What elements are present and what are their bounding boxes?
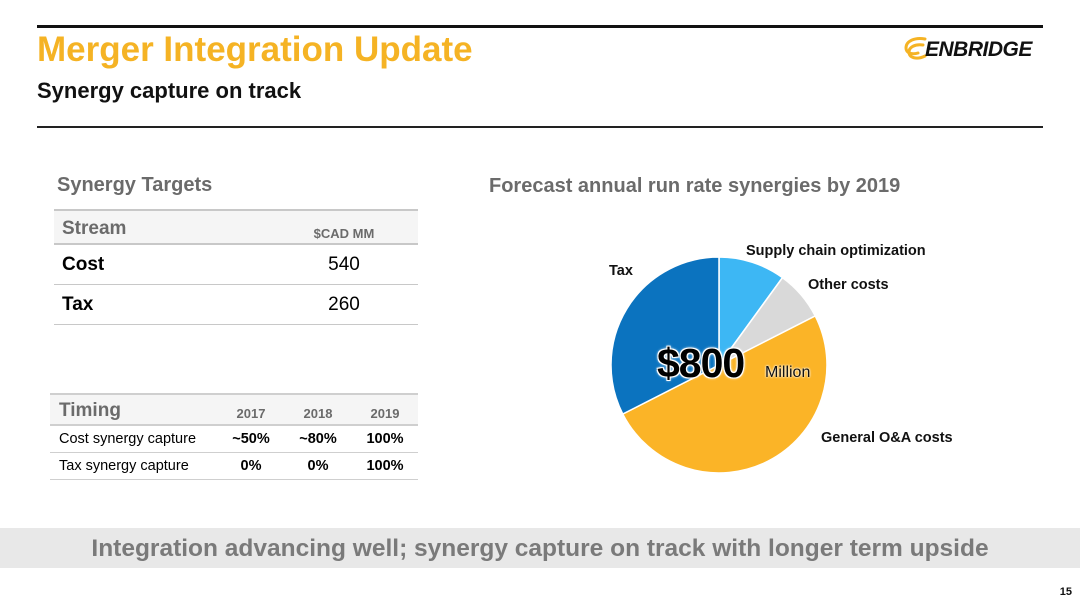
page-number: 15 — [1059, 586, 1072, 598]
table-row: Tax 260 — [54, 285, 418, 325]
chart-title: Forecast annual run rate synergies by 20… — [489, 175, 901, 197]
year-header: 2019 — [370, 406, 400, 421]
pie-center-value: $800 — [657, 340, 745, 386]
timing-cell: 100% — [366, 431, 404, 447]
timing-cell: 0% — [307, 458, 329, 474]
timing-row-label: Cost synergy capture — [59, 431, 197, 447]
timing-cell: ~80% — [299, 431, 337, 447]
pie-label-general-oa: General O&A costs — [821, 430, 953, 446]
stream-value: 540 — [328, 254, 360, 275]
synergy-targets-table: Stream $CAD MM Cost 540 Tax 260 — [54, 209, 418, 325]
value-column-header: $CAD MM — [313, 226, 375, 241]
table-header-row: Timing 2017 2018 2019 — [50, 393, 418, 426]
page-subtitle: Synergy capture on track — [37, 78, 302, 103]
timing-table: Timing 2017 2018 2019 Cost synergy captu… — [50, 393, 418, 480]
pie-label-supply-chain: Supply chain optimization — [746, 243, 926, 259]
table-header-row: Stream $CAD MM — [54, 209, 418, 245]
year-header: 2017 — [236, 406, 266, 421]
synergy-targets-heading: Synergy Targets — [57, 174, 213, 196]
pie-slice-general-oa — [621, 314, 828, 474]
top-rule — [37, 25, 1043, 28]
pie-label-tax: Tax — [609, 263, 633, 279]
logo-wordmark: ENBRIDGE — [925, 38, 1032, 61]
enbridge-mark-icon — [904, 37, 927, 60]
stream-value: 260 — [328, 294, 360, 315]
header-divider — [37, 126, 1043, 128]
stream-name: Tax — [62, 294, 94, 315]
table-row: Cost synergy capture ~50% ~80% 100% — [50, 426, 418, 453]
stream-name: Cost — [62, 254, 105, 275]
year-header: 2018 — [303, 406, 333, 421]
timing-heading: Timing — [59, 400, 121, 421]
stream-column-header: Stream — [62, 218, 127, 239]
takeaway-text: Integration advancing well; synergy capt… — [91, 535, 989, 562]
timing-row-label: Tax synergy capture — [59, 458, 189, 474]
timing-cell: 100% — [366, 458, 404, 474]
enbridge-logo: ENBRIDGE — [903, 33, 1043, 67]
table-row: Cost 540 — [54, 245, 418, 285]
pie-slice-tax — [610, 256, 720, 416]
table-row: Tax synergy capture 0% 0% 100% — [50, 453, 418, 480]
timing-cell: ~50% — [232, 431, 270, 447]
takeaway-banner: Integration advancing well; synergy capt… — [0, 528, 1080, 568]
pie-label-other-costs: Other costs — [808, 277, 889, 293]
pie-center-unit: Million — [765, 364, 811, 381]
timing-cell: 0% — [240, 458, 262, 474]
page-title: Merger Integration Update — [37, 30, 473, 69]
